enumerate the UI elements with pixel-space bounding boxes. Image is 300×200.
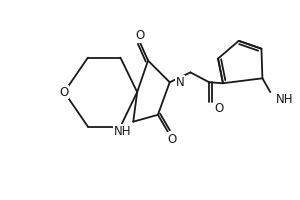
Text: O: O [167, 133, 176, 146]
Text: NH: NH [276, 93, 294, 106]
Text: N: N [176, 76, 184, 89]
Text: NH: NH [114, 125, 131, 138]
Text: O: O [60, 86, 69, 99]
Text: O: O [214, 102, 223, 115]
Text: O: O [136, 29, 145, 42]
